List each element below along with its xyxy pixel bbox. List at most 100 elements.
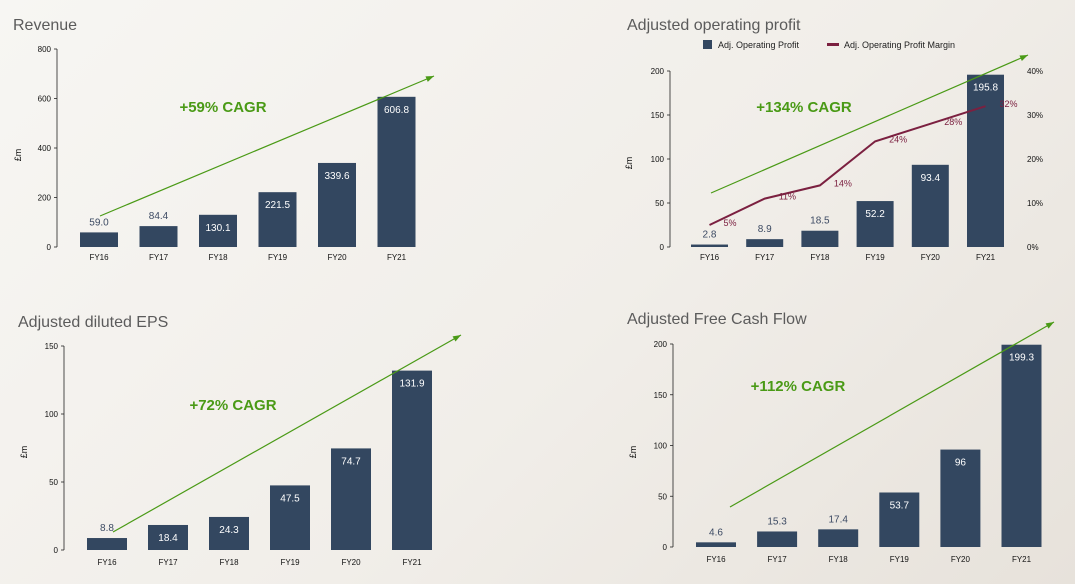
- y-tick-label: 50: [655, 199, 664, 208]
- free-cash-flow-chart-svg: Adjusted Free Cash Flow 0 50 100 150 200 £m FY1…: [627, 311, 1055, 564]
- y2-tick-label: 30%: [1027, 111, 1043, 120]
- data-label: 131.9: [399, 379, 424, 390]
- data-label: 18.5: [810, 216, 830, 227]
- data-label: 8.9: [758, 224, 772, 235]
- x-tick-label: FY19: [280, 558, 300, 567]
- bar: [746, 239, 784, 247]
- cagr-trend-arrow: [99, 75, 435, 217]
- y-tick-label: 100: [45, 410, 59, 419]
- x-tick-label: FY21: [387, 253, 407, 262]
- bar: [318, 162, 356, 247]
- y-axis-label: £m: [628, 446, 638, 459]
- data-label: 4.6: [709, 527, 723, 538]
- chart-title: Adjusted diluted EPS: [18, 314, 168, 331]
- y-tick-label: 150: [45, 342, 59, 351]
- legend-label-margin: Adj. Operating Profit Margin: [844, 40, 955, 50]
- x-tick-label: FY20: [327, 253, 347, 262]
- y-axis-label: £m: [13, 149, 23, 162]
- data-label: 59.0: [89, 217, 109, 228]
- bar: [80, 232, 118, 247]
- bar: [691, 244, 728, 247]
- data-label: 17.4: [828, 514, 848, 525]
- y-tick-label: 0: [54, 546, 59, 555]
- data-label: 84.4: [149, 211, 169, 222]
- data-label: 24.3: [219, 525, 239, 536]
- x-tick-label: FY17: [158, 558, 178, 567]
- margin-data-label: 5%: [724, 218, 737, 228]
- bar: [879, 492, 920, 547]
- data-label: 8.8: [100, 523, 114, 534]
- margin-data-label: 24%: [889, 134, 907, 144]
- cagr-trend-arrow: [729, 321, 1055, 508]
- x-tick-label: FY17: [149, 253, 169, 262]
- chart-title: Adjusted Free Cash Flow: [627, 311, 807, 328]
- x-tick-label: FY17: [768, 555, 788, 564]
- bar: [818, 529, 859, 547]
- bar: [258, 192, 297, 247]
- x-tick-label: FY16: [97, 558, 117, 567]
- x-tick-label: FY18: [219, 558, 239, 567]
- bar: [209, 516, 249, 550]
- margin-line: [709, 105, 986, 226]
- y-tick-label: 0: [663, 543, 668, 552]
- y-tick-label: 100: [651, 155, 665, 164]
- x-tick-label: FY19: [866, 253, 886, 262]
- x-tick-label: FY16: [89, 253, 109, 262]
- cagr-annotation: +112% CAGR: [751, 378, 846, 395]
- x-tick-label: FY18: [810, 253, 830, 262]
- y-tick-label: 50: [49, 478, 58, 487]
- y-tick-label: 200: [654, 340, 668, 349]
- chart-title: Adjusted operating profit: [627, 17, 801, 34]
- revenue-chart: Revenue 0 200 400 600 800 £m FY16 59.0 FY17 84.4 FY…: [0, 0, 540, 290]
- cagr-arrow-head: [425, 76, 434, 82]
- x-tick-label: FY20: [921, 253, 941, 262]
- x-tick-label: FY19: [268, 253, 288, 262]
- x-tick-label: FY16: [706, 555, 726, 564]
- cagr-arrow-head: [1045, 322, 1054, 329]
- data-label: 2.8: [703, 230, 717, 241]
- data-label: 606.8: [384, 105, 409, 116]
- bar: [801, 230, 839, 247]
- x-tick-label: FY20: [951, 555, 971, 564]
- y-axis-label: £m: [19, 446, 29, 459]
- bar: [148, 524, 188, 550]
- y-tick-label: 150: [654, 391, 668, 400]
- bar: [87, 538, 127, 550]
- data-label: 96: [955, 458, 967, 469]
- y2-tick-label: 0%: [1027, 243, 1039, 252]
- revenue-chart-svg: Revenue 0 200 400 600 800 £m FY16 59.0 FY17 84.4 FY…: [13, 17, 435, 262]
- cagr-annotation: +59% CAGR: [179, 99, 266, 116]
- y-tick-label: 400: [38, 144, 52, 153]
- y-tick-label: 600: [38, 95, 52, 104]
- data-label: 199.3: [1009, 353, 1034, 364]
- bar: [911, 164, 949, 247]
- bar: [331, 448, 371, 550]
- bar: [377, 96, 416, 247]
- data-label: 130.1: [205, 223, 230, 234]
- y-tick-label: 800: [38, 45, 52, 54]
- margin-data-label: 11%: [779, 192, 796, 202]
- cagr-arrow-head: [1019, 55, 1028, 61]
- bar: [139, 226, 178, 247]
- data-label: 74.7: [341, 456, 361, 467]
- data-label: 93.4: [921, 173, 941, 184]
- bar: [940, 449, 981, 547]
- bar: [270, 485, 310, 550]
- cagr-arrow-head: [452, 335, 461, 342]
- cagr-trend-arrow: [710, 54, 1029, 194]
- y-axis-label: £m: [624, 157, 634, 170]
- bar: [967, 74, 1004, 247]
- data-label: 195.8: [973, 83, 998, 94]
- y-tick-label: 150: [651, 111, 665, 120]
- bar: [757, 531, 798, 547]
- data-label: 18.4: [158, 533, 178, 544]
- chart-title: Revenue: [13, 17, 77, 34]
- x-tick-label: FY21: [976, 253, 996, 262]
- bar: [1001, 344, 1042, 547]
- data-label: 15.3: [767, 516, 787, 527]
- y-tick-label: 0: [47, 243, 52, 252]
- operating-profit-chart: Adjusted operating profit 0 50 100 150 200 £m F…: [540, 0, 1075, 290]
- x-tick-label: FY21: [402, 558, 422, 567]
- y2-tick-label: 40%: [1027, 67, 1043, 76]
- eps-chart-svg: Adjusted diluted EPS 0 50 100 150 £m FY16 8.8 FY…: [18, 314, 462, 567]
